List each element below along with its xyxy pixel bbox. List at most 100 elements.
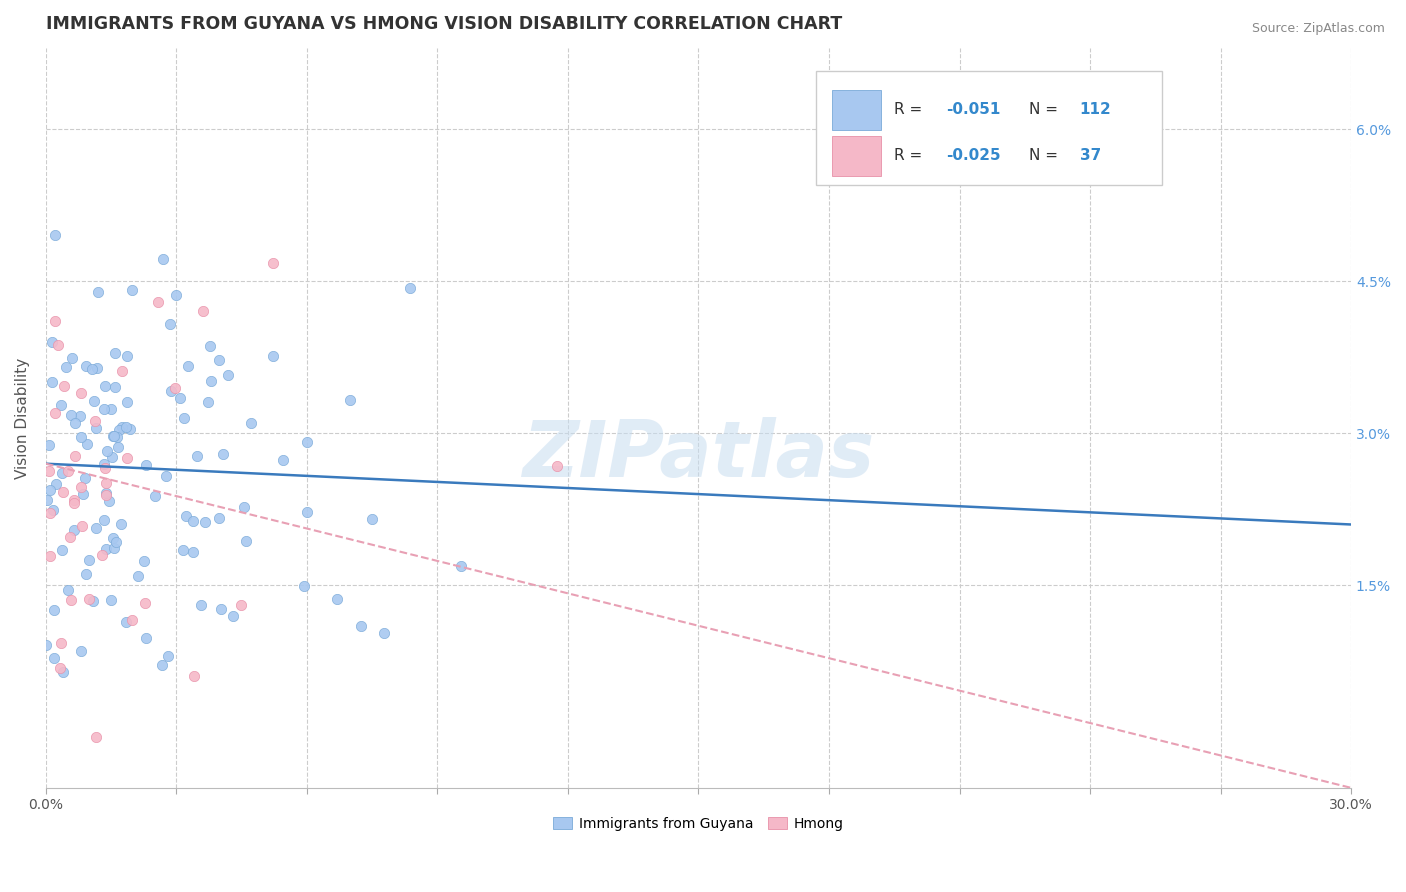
Point	[76, 437, 98, 451]
Point	[51, 636, 73, 650]
Point	[152, 658, 174, 673]
Point	[84, 730, 107, 744]
Point	[86, 360, 108, 375]
Point	[132, 554, 155, 568]
Point	[103, 380, 125, 394]
Point	[80, 361, 103, 376]
Point	[232, 500, 254, 515]
Point	[399, 281, 422, 295]
Point	[94, 461, 117, 475]
Point	[73, 471, 96, 485]
Point	[75, 566, 97, 581]
Point	[38, 438, 60, 452]
Point	[44, 228, 66, 243]
Point	[42, 603, 65, 617]
Point	[46, 338, 69, 352]
Point	[103, 541, 125, 556]
Text: Source: ZipAtlas.com: Source: ZipAtlas.com	[1251, 22, 1385, 36]
Point	[39, 549, 62, 563]
Point	[115, 395, 138, 409]
Point	[240, 416, 263, 430]
Point	[51, 398, 73, 412]
Point	[60, 351, 83, 365]
Point	[217, 368, 239, 382]
Point	[103, 428, 125, 442]
Point	[77, 553, 100, 567]
Point	[339, 393, 361, 408]
Point	[111, 363, 134, 377]
Point	[52, 485, 75, 500]
Point	[93, 512, 115, 526]
Point	[38, 507, 60, 521]
Point	[134, 596, 156, 610]
Point	[69, 409, 91, 423]
Point	[42, 650, 65, 665]
Point	[35, 493, 58, 508]
Point	[115, 420, 138, 434]
Point	[110, 419, 132, 434]
Point	[96, 444, 118, 458]
Point	[135, 458, 157, 472]
Point	[58, 464, 80, 478]
Point	[273, 453, 295, 467]
Text: 37: 37	[1080, 148, 1101, 163]
Point	[295, 505, 318, 519]
Point	[155, 468, 177, 483]
Point	[82, 593, 104, 607]
Point	[44, 313, 66, 327]
Point	[120, 422, 142, 436]
Point	[135, 631, 157, 645]
Point	[70, 430, 93, 444]
Point	[100, 593, 122, 607]
Point	[83, 393, 105, 408]
Point	[70, 643, 93, 657]
Point	[262, 256, 284, 270]
Point	[193, 304, 215, 318]
Point	[52, 665, 75, 680]
Point	[96, 542, 118, 557]
Point	[157, 648, 180, 663]
Point	[190, 599, 212, 613]
Point	[84, 420, 107, 434]
Point	[183, 669, 205, 683]
Point	[72, 518, 94, 533]
Point	[159, 317, 181, 331]
Point	[209, 601, 232, 615]
Point	[93, 401, 115, 416]
Text: N =: N =	[1029, 103, 1063, 118]
Point	[84, 414, 107, 428]
Point	[77, 591, 100, 606]
Point	[186, 449, 208, 463]
Point	[97, 493, 120, 508]
Point	[115, 349, 138, 363]
Point	[39, 483, 62, 497]
Point	[101, 531, 124, 545]
Point	[41, 334, 63, 349]
Point	[208, 353, 231, 368]
Y-axis label: Vision Disability: Vision Disability	[15, 358, 30, 479]
Point	[350, 619, 373, 633]
Point	[38, 464, 60, 478]
Point	[96, 487, 118, 501]
Point	[105, 535, 128, 549]
Point	[84, 521, 107, 535]
Text: R =: R =	[894, 148, 928, 163]
Point	[55, 360, 77, 375]
Point	[181, 514, 204, 528]
Point	[174, 509, 197, 524]
Point	[51, 467, 73, 481]
Point	[72, 487, 94, 501]
Text: N =: N =	[1029, 148, 1063, 163]
Point	[546, 458, 568, 473]
Point	[45, 476, 67, 491]
Text: R =: R =	[894, 103, 928, 118]
Point	[41, 375, 63, 389]
Point	[450, 558, 472, 573]
Point	[200, 375, 222, 389]
Point	[160, 384, 183, 399]
FancyBboxPatch shape	[815, 70, 1161, 186]
Point	[63, 524, 86, 538]
Point	[297, 435, 319, 450]
Text: -0.051: -0.051	[946, 103, 1001, 118]
Point	[152, 252, 174, 266]
